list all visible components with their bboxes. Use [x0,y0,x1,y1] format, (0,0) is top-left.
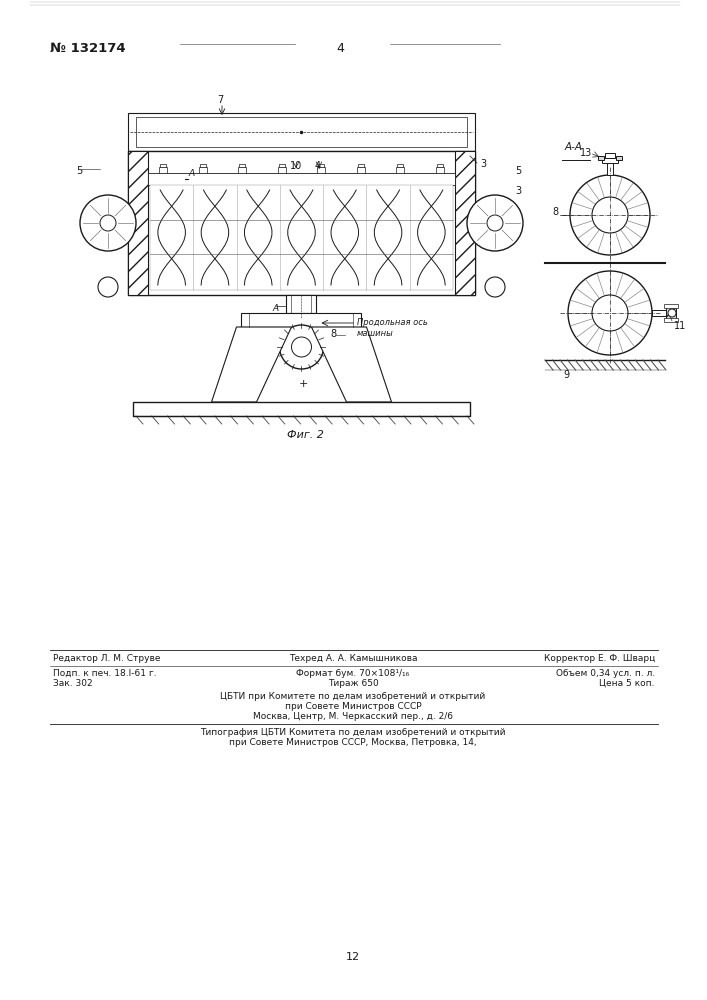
Circle shape [570,175,650,255]
Bar [257,332,271,347]
Bar [286,295,317,313]
Text: 5: 5 [76,166,82,176]
Bar [159,167,167,173]
Bar [199,167,206,173]
Bar [397,164,404,167]
Text: A-A: A-A [565,142,583,152]
Text: 4: 4 [336,42,344,55]
Circle shape [467,195,523,251]
Circle shape [98,277,118,297]
Bar [605,153,615,158]
Text: при Совете Министров СССР: при Совете Министров СССР [285,702,421,711]
Bar [128,151,475,295]
Text: Москва, Центр, М. Черкасский пер., д. 2/6: Москва, Центр, М. Черкасский пер., д. 2/… [253,712,453,721]
Circle shape [487,215,503,231]
Text: 13: 13 [580,148,592,158]
Text: Редактор Л. М. Струве: Редактор Л. М. Струве [53,654,160,663]
Circle shape [592,295,628,331]
Text: при Совете Министров СССР, Москва, Петровка, 14,: при Совете Министров СССР, Москва, Петро… [229,738,477,747]
Circle shape [100,215,116,231]
Circle shape [80,195,136,251]
Text: Продольная ось: Продольная ось [357,318,428,327]
Text: ЦБТИ при Комитете по делам изобретений и открытий: ЦБТИ при Комитете по делам изобретений и… [221,692,486,701]
Bar [455,151,475,295]
Text: 12: 12 [346,952,360,962]
Text: A: A [188,169,194,178]
Text: Объем 0,34 усл. п. л.: Объем 0,34 усл. п. л. [556,669,655,678]
Polygon shape [211,327,291,402]
Text: 10: 10 [290,161,303,171]
Text: Типография ЦБТИ Комитета по делам изобретений и открытий: Типография ЦБТИ Комитета по делам изобре… [200,728,506,737]
Bar [128,151,148,295]
Text: 9: 9 [563,370,569,380]
Bar [160,164,166,167]
Circle shape [259,334,269,344]
Text: +: + [298,379,308,389]
Bar [332,332,346,347]
Text: 8: 8 [552,207,558,217]
Text: Фиг. 2: Фиг. 2 [286,430,323,440]
Bar [358,164,364,167]
Bar [664,304,678,308]
Bar [652,310,668,316]
Bar [150,185,453,290]
Bar [436,167,444,173]
Bar [616,156,622,160]
Bar [437,164,443,167]
Text: 11: 11 [674,321,686,331]
Circle shape [485,277,505,297]
Bar [278,167,286,173]
Text: A: A [272,304,279,313]
Bar [242,313,361,327]
Text: 3: 3 [515,186,521,196]
Bar [199,164,206,167]
Circle shape [334,334,344,344]
Circle shape [279,325,324,369]
Bar [128,113,475,151]
Text: Цена 5 коп.: Цена 5 коп. [600,679,655,688]
Text: Формат бум. 70×108¹/₁₆: Формат бум. 70×108¹/₁₆ [296,669,409,678]
Text: Корректор Е. Ф. Шварц: Корректор Е. Ф. Шварц [544,654,655,663]
Bar [357,167,365,173]
Text: машины: машины [357,329,394,338]
Text: Подп. к печ. 18.I-61 г.: Подп. к печ. 18.I-61 г. [53,669,157,678]
Text: 3: 3 [480,159,486,169]
Circle shape [568,271,652,355]
Bar [607,161,613,175]
Text: 4: 4 [315,161,321,171]
Bar [602,158,618,163]
Text: 5: 5 [515,166,521,176]
Bar [397,167,404,173]
Text: 7: 7 [217,95,223,105]
Circle shape [668,309,676,317]
Text: № 132174: № 132174 [50,42,126,55]
Bar [317,167,325,173]
Bar [666,307,676,319]
Bar [133,402,470,416]
Bar [318,164,325,167]
Bar [239,164,245,167]
Text: Зак. 302: Зак. 302 [53,679,93,688]
Bar [148,173,455,185]
Bar [598,156,604,160]
Circle shape [592,197,628,233]
Bar [279,164,285,167]
Polygon shape [312,327,392,402]
Text: Тираж 650: Тираж 650 [327,679,378,688]
Bar [238,167,246,173]
Bar [664,318,678,322]
Bar [136,117,467,147]
Text: 8: 8 [330,329,336,339]
Circle shape [291,337,312,357]
Text: Техред А. А. Камышникова: Техред А. А. Камышникова [288,654,417,663]
